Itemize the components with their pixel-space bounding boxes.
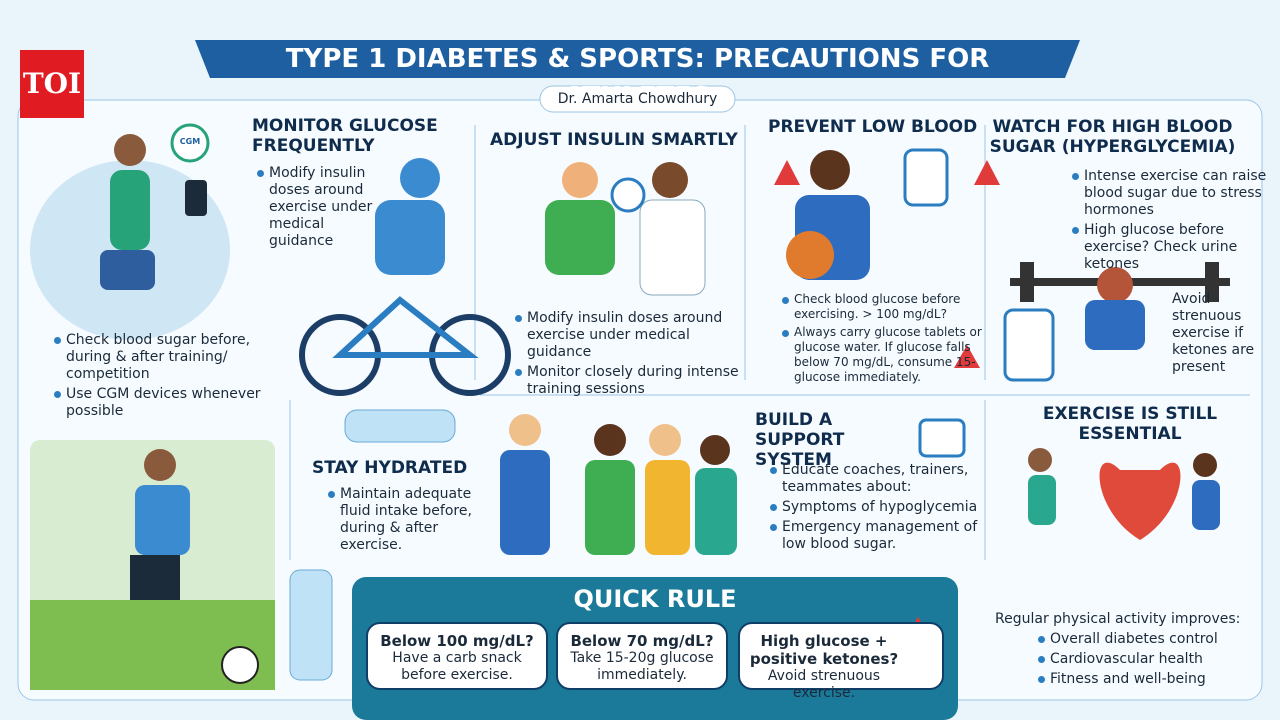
quick-rule-title: QUICK RULE [573,585,737,613]
section-title: MONITOR GLUCOSE FREQUENTLY [252,116,438,156]
list-item: Modify insulin doses around exercise und… [515,310,757,361]
section-title: BUILD A SUPPORT SYSTEM [755,410,845,470]
card-body: Have a carb snack before exercise. [392,650,522,683]
card-body: Take 15-20g glucose immediately. [570,650,714,683]
list: Modify insulin doses around exercise und… [255,165,379,253]
list: Maintain adequate fluid intake before, d… [326,486,480,557]
list-item: Maintain adequate fluid intake before, d… [328,486,480,554]
card-head: Below 70 mg/dL? [570,632,714,650]
card-body: Avoid strenuous exercise. [767,668,881,701]
section-title: WATCH FOR HIGH BLOOD SUGAR (HYPERGLYCEMI… [989,117,1236,157]
list-item: Check blood glucose before exercising. >… [782,292,984,322]
list-item: Emergency management of low blood sugar. [770,519,992,553]
brand-logo[interactable]: TOI [20,50,84,118]
list: Overall diabetes control Cardiovascular … [1036,631,1270,691]
note: Avoid strenuous exercise if ketones are … [1172,291,1255,375]
card-head: High glucose + positive ketones? [749,632,899,668]
author: Dr. Amarta Chowdhury [557,91,718,107]
list: Check blood sugar before, during & after… [52,332,266,423]
list-item: Use CGM devices whenever possible [54,386,266,420]
section-title: ADJUST INSULIN SMARTLY [490,130,738,150]
section-title: STAY HYDRATED [312,458,468,478]
rule-card: High glucose + positive ketones? Avoid st… [738,622,944,701]
intro: Regular physical activity improves: [995,611,1241,627]
list: Modify insulin doses around exercise und… [513,310,757,401]
list: Educate coaches, trainers, teammates abo… [768,462,992,556]
list-item: Cardiovascular health [1038,651,1270,668]
list-item: Overall diabetes control [1038,631,1270,648]
list-item: Monitor closely during intense training … [515,364,757,398]
device-label: CGM [179,137,201,146]
list-item: Check blood sugar before, during & after… [54,332,266,383]
list-item: Fitness and well-being [1038,671,1270,688]
list-item: High glucose before exercise? Check urin… [1072,222,1269,273]
list-item: Educate coaches, trainers, teammates abo… [770,462,992,496]
card-head: Below 100 mg/dL? [380,632,534,650]
title: TYPE 1 DIABETES & SPORTS: PRECAUTIONS FO… [285,44,990,112]
list: Intense exercise can raise blood sugar d… [1070,168,1269,276]
section-title: EXERCISE IS STILL ESSENTIAL [1042,404,1218,444]
list-item: Symptoms of hypoglycemia [770,499,992,516]
section-title: PREVENT LOW BLOOD [768,117,978,137]
rule-card: Below 100 mg/dL? Have a carb snack before… [366,622,548,690]
list-item: Modify insulin doses around exercise und… [257,165,379,250]
list-item: Always carry glucose tablets or glucose … [782,325,984,385]
list: Check blood glucose before exercising. >… [780,292,984,388]
list-item: Intense exercise can raise blood sugar d… [1072,168,1269,219]
rule-card: Below 70 mg/dL? Take 15-20g glucose immed… [556,622,728,690]
